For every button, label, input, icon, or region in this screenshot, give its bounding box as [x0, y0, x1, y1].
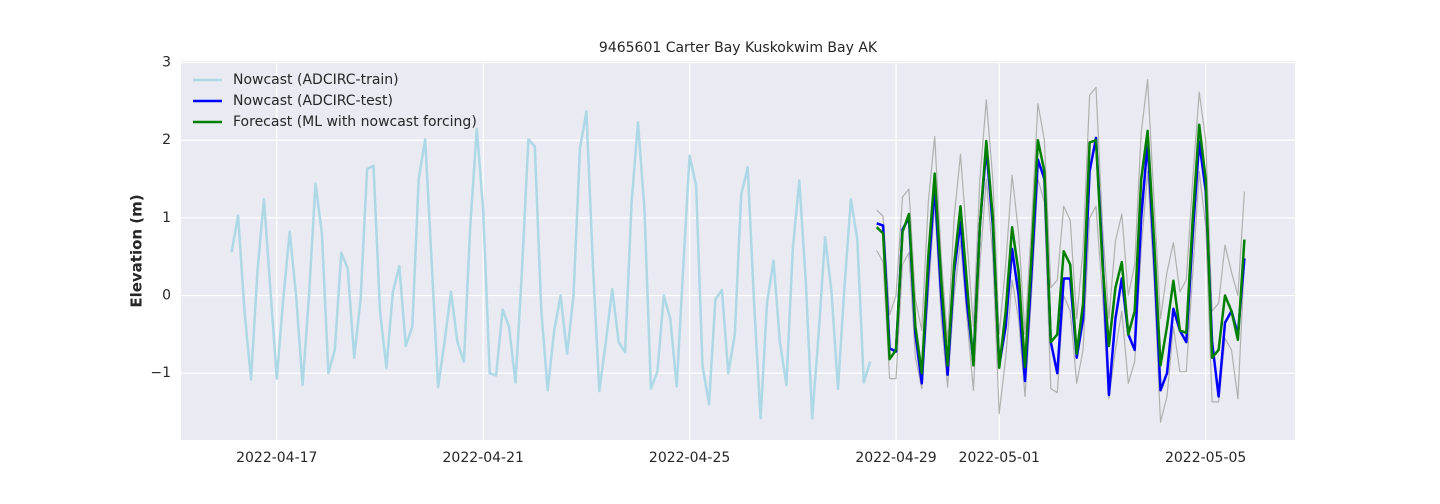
x-tick-label: 2022-04-29	[855, 450, 936, 466]
legend-label: Nowcast (ADCIRC-train)	[233, 72, 399, 88]
legend-label: Nowcast (ADCIRC-test)	[233, 93, 393, 109]
x-tick-label: 2022-05-01	[959, 450, 1040, 466]
y-tick-label: −1	[150, 365, 171, 381]
x-tick-label: 2022-04-17	[236, 450, 317, 466]
y-axis-label: Elevation (m)	[128, 194, 146, 307]
x-tick-label: 2022-04-21	[443, 450, 524, 466]
bound-line	[876, 79, 1245, 343]
legend-label: Forecast (ML with nowcast forcing)	[233, 114, 477, 130]
x-tick-label: 2022-05-05	[1165, 450, 1246, 466]
series-line	[230, 110, 872, 420]
chart-title: 9465601 Carter Bay Kuskokwim Bay AK	[599, 40, 878, 56]
series-line	[875, 123, 1246, 375]
y-tick-label: 3	[162, 55, 171, 71]
y-tick-label: 0	[162, 288, 171, 304]
y-tick-label: 2	[162, 132, 171, 148]
y-tick-label: 1	[162, 210, 171, 226]
x-tick-label: 2022-04-25	[649, 450, 730, 466]
